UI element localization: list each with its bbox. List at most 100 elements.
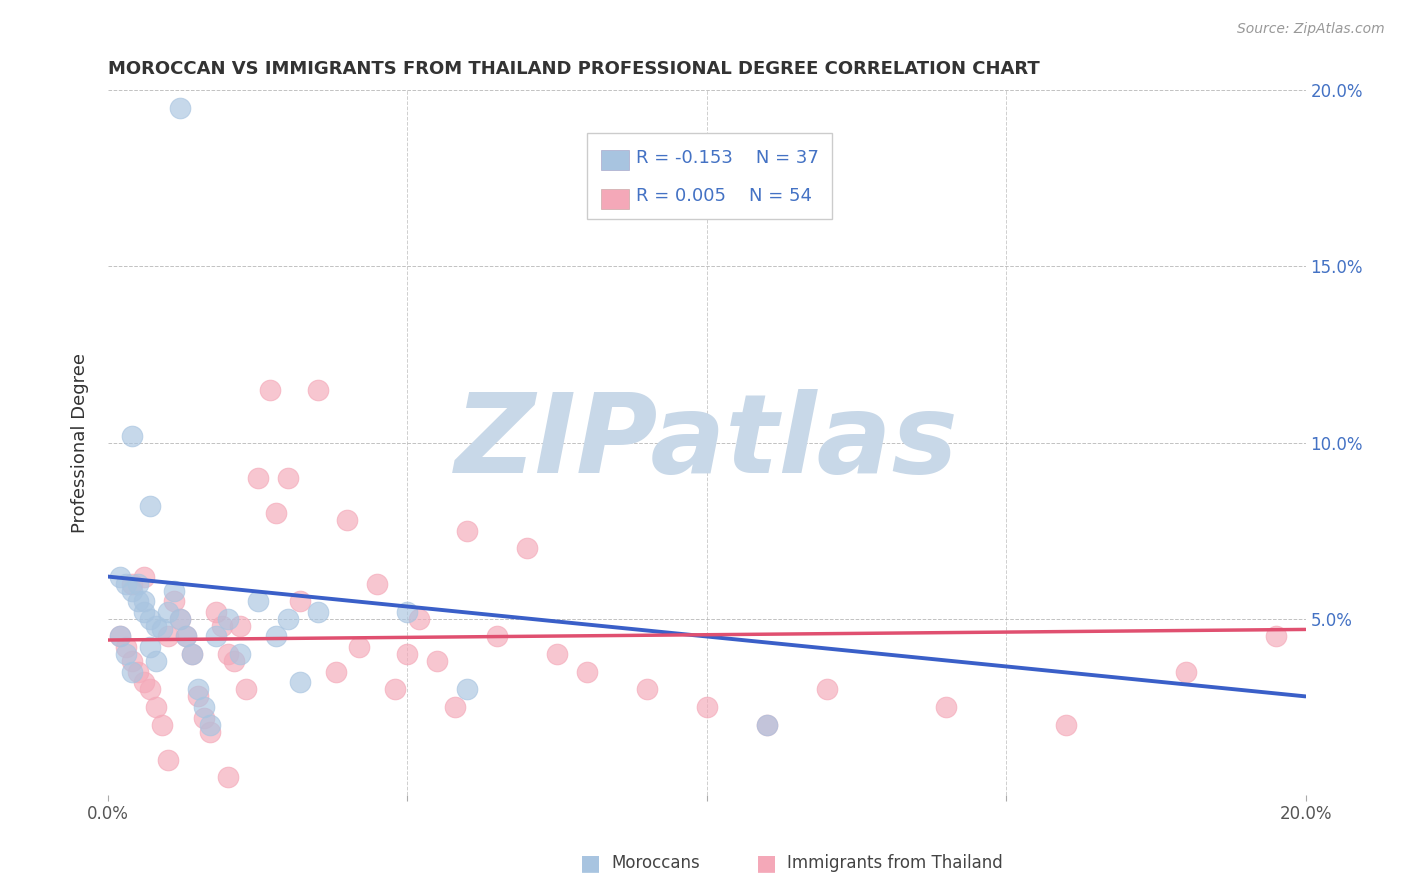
Point (366, 576, 388, 591)
Point (193, 700, 215, 714)
Point (307, 383, 329, 397)
Point (217, 771, 239, 785)
Point (235, 682, 257, 697)
Point (121, 583, 143, 598)
Point (246, 471, 269, 485)
Point (127, 576, 149, 591)
Point (187, 690, 209, 704)
Y-axis label: Professional Degree: Professional Degree (72, 352, 89, 533)
Point (139, 612, 162, 626)
Text: MOROCCAN VS IMMIGRANTS FROM THAILAND PROFESSIONAL DEGREE CORRELATION CHART: MOROCCAN VS IMMIGRANTS FROM THAILAND PRO… (108, 60, 1040, 78)
Point (180, 647, 202, 661)
Point (336, 513, 359, 527)
Point (169, 101, 191, 115)
Point (222, 654, 245, 668)
Point (349, 640, 371, 654)
Point (396, 605, 419, 619)
Point (127, 594, 149, 608)
Text: Source: ZipAtlas.com: Source: ZipAtlas.com (1237, 22, 1385, 37)
Text: Immigrants from Thailand: Immigrants from Thailand (787, 855, 1002, 872)
Text: ZIPatlas: ZIPatlas (456, 389, 959, 496)
Point (145, 619, 167, 633)
Point (163, 594, 186, 608)
Text: ■: ■ (756, 854, 776, 873)
Point (755, 717, 778, 731)
Point (288, 675, 311, 690)
Point (145, 700, 167, 714)
Point (198, 724, 221, 739)
Point (145, 654, 167, 668)
Point (217, 647, 239, 661)
Point (127, 665, 149, 679)
Point (108, 630, 131, 644)
Point (277, 471, 299, 485)
Point (180, 647, 202, 661)
Point (121, 654, 143, 668)
Point (204, 630, 226, 644)
Point (156, 605, 179, 619)
Point (163, 583, 186, 598)
Point (139, 640, 162, 654)
Point (755, 717, 778, 731)
Point (264, 506, 287, 520)
Point (426, 654, 449, 668)
Point (325, 665, 347, 679)
Point (193, 710, 215, 724)
Point (211, 619, 233, 633)
Point (139, 499, 162, 513)
Point (516, 541, 538, 556)
Point (108, 569, 131, 583)
Point (384, 682, 406, 697)
Point (696, 700, 718, 714)
Point (546, 647, 568, 661)
Point (259, 383, 281, 397)
Point (1264, 630, 1286, 644)
Point (228, 647, 250, 661)
Point (156, 630, 179, 644)
Text: R = -0.153    N = 37: R = -0.153 N = 37 (637, 149, 820, 167)
Point (198, 717, 221, 731)
Text: Moroccans: Moroccans (612, 855, 700, 872)
Point (815, 682, 838, 697)
Point (204, 605, 226, 619)
Point (132, 675, 155, 690)
Point (150, 717, 173, 731)
Point (139, 682, 162, 697)
Point (132, 605, 155, 619)
Point (174, 630, 197, 644)
Point (169, 612, 191, 626)
Point (486, 630, 509, 644)
Point (169, 612, 191, 626)
Point (935, 700, 957, 714)
Point (396, 647, 419, 661)
Point (408, 612, 430, 626)
Point (174, 630, 197, 644)
Point (228, 619, 250, 633)
Point (150, 623, 173, 637)
Point (115, 647, 138, 661)
Point (132, 594, 155, 608)
Point (444, 700, 467, 714)
Point (277, 612, 299, 626)
Text: ■: ■ (581, 854, 600, 873)
Point (1174, 665, 1197, 679)
Point (132, 569, 155, 583)
Point (115, 640, 138, 654)
Point (108, 630, 131, 644)
Point (575, 665, 598, 679)
Point (121, 576, 143, 591)
Point (307, 605, 329, 619)
Point (156, 753, 179, 767)
Point (115, 576, 138, 591)
Point (456, 682, 478, 697)
Text: R = 0.005    N = 54: R = 0.005 N = 54 (637, 187, 813, 205)
Point (456, 524, 478, 538)
Point (264, 630, 287, 644)
Point (187, 682, 209, 697)
Point (121, 428, 143, 442)
Point (1054, 717, 1077, 731)
Point (288, 594, 311, 608)
Point (217, 612, 239, 626)
Point (121, 665, 143, 679)
Point (246, 594, 269, 608)
